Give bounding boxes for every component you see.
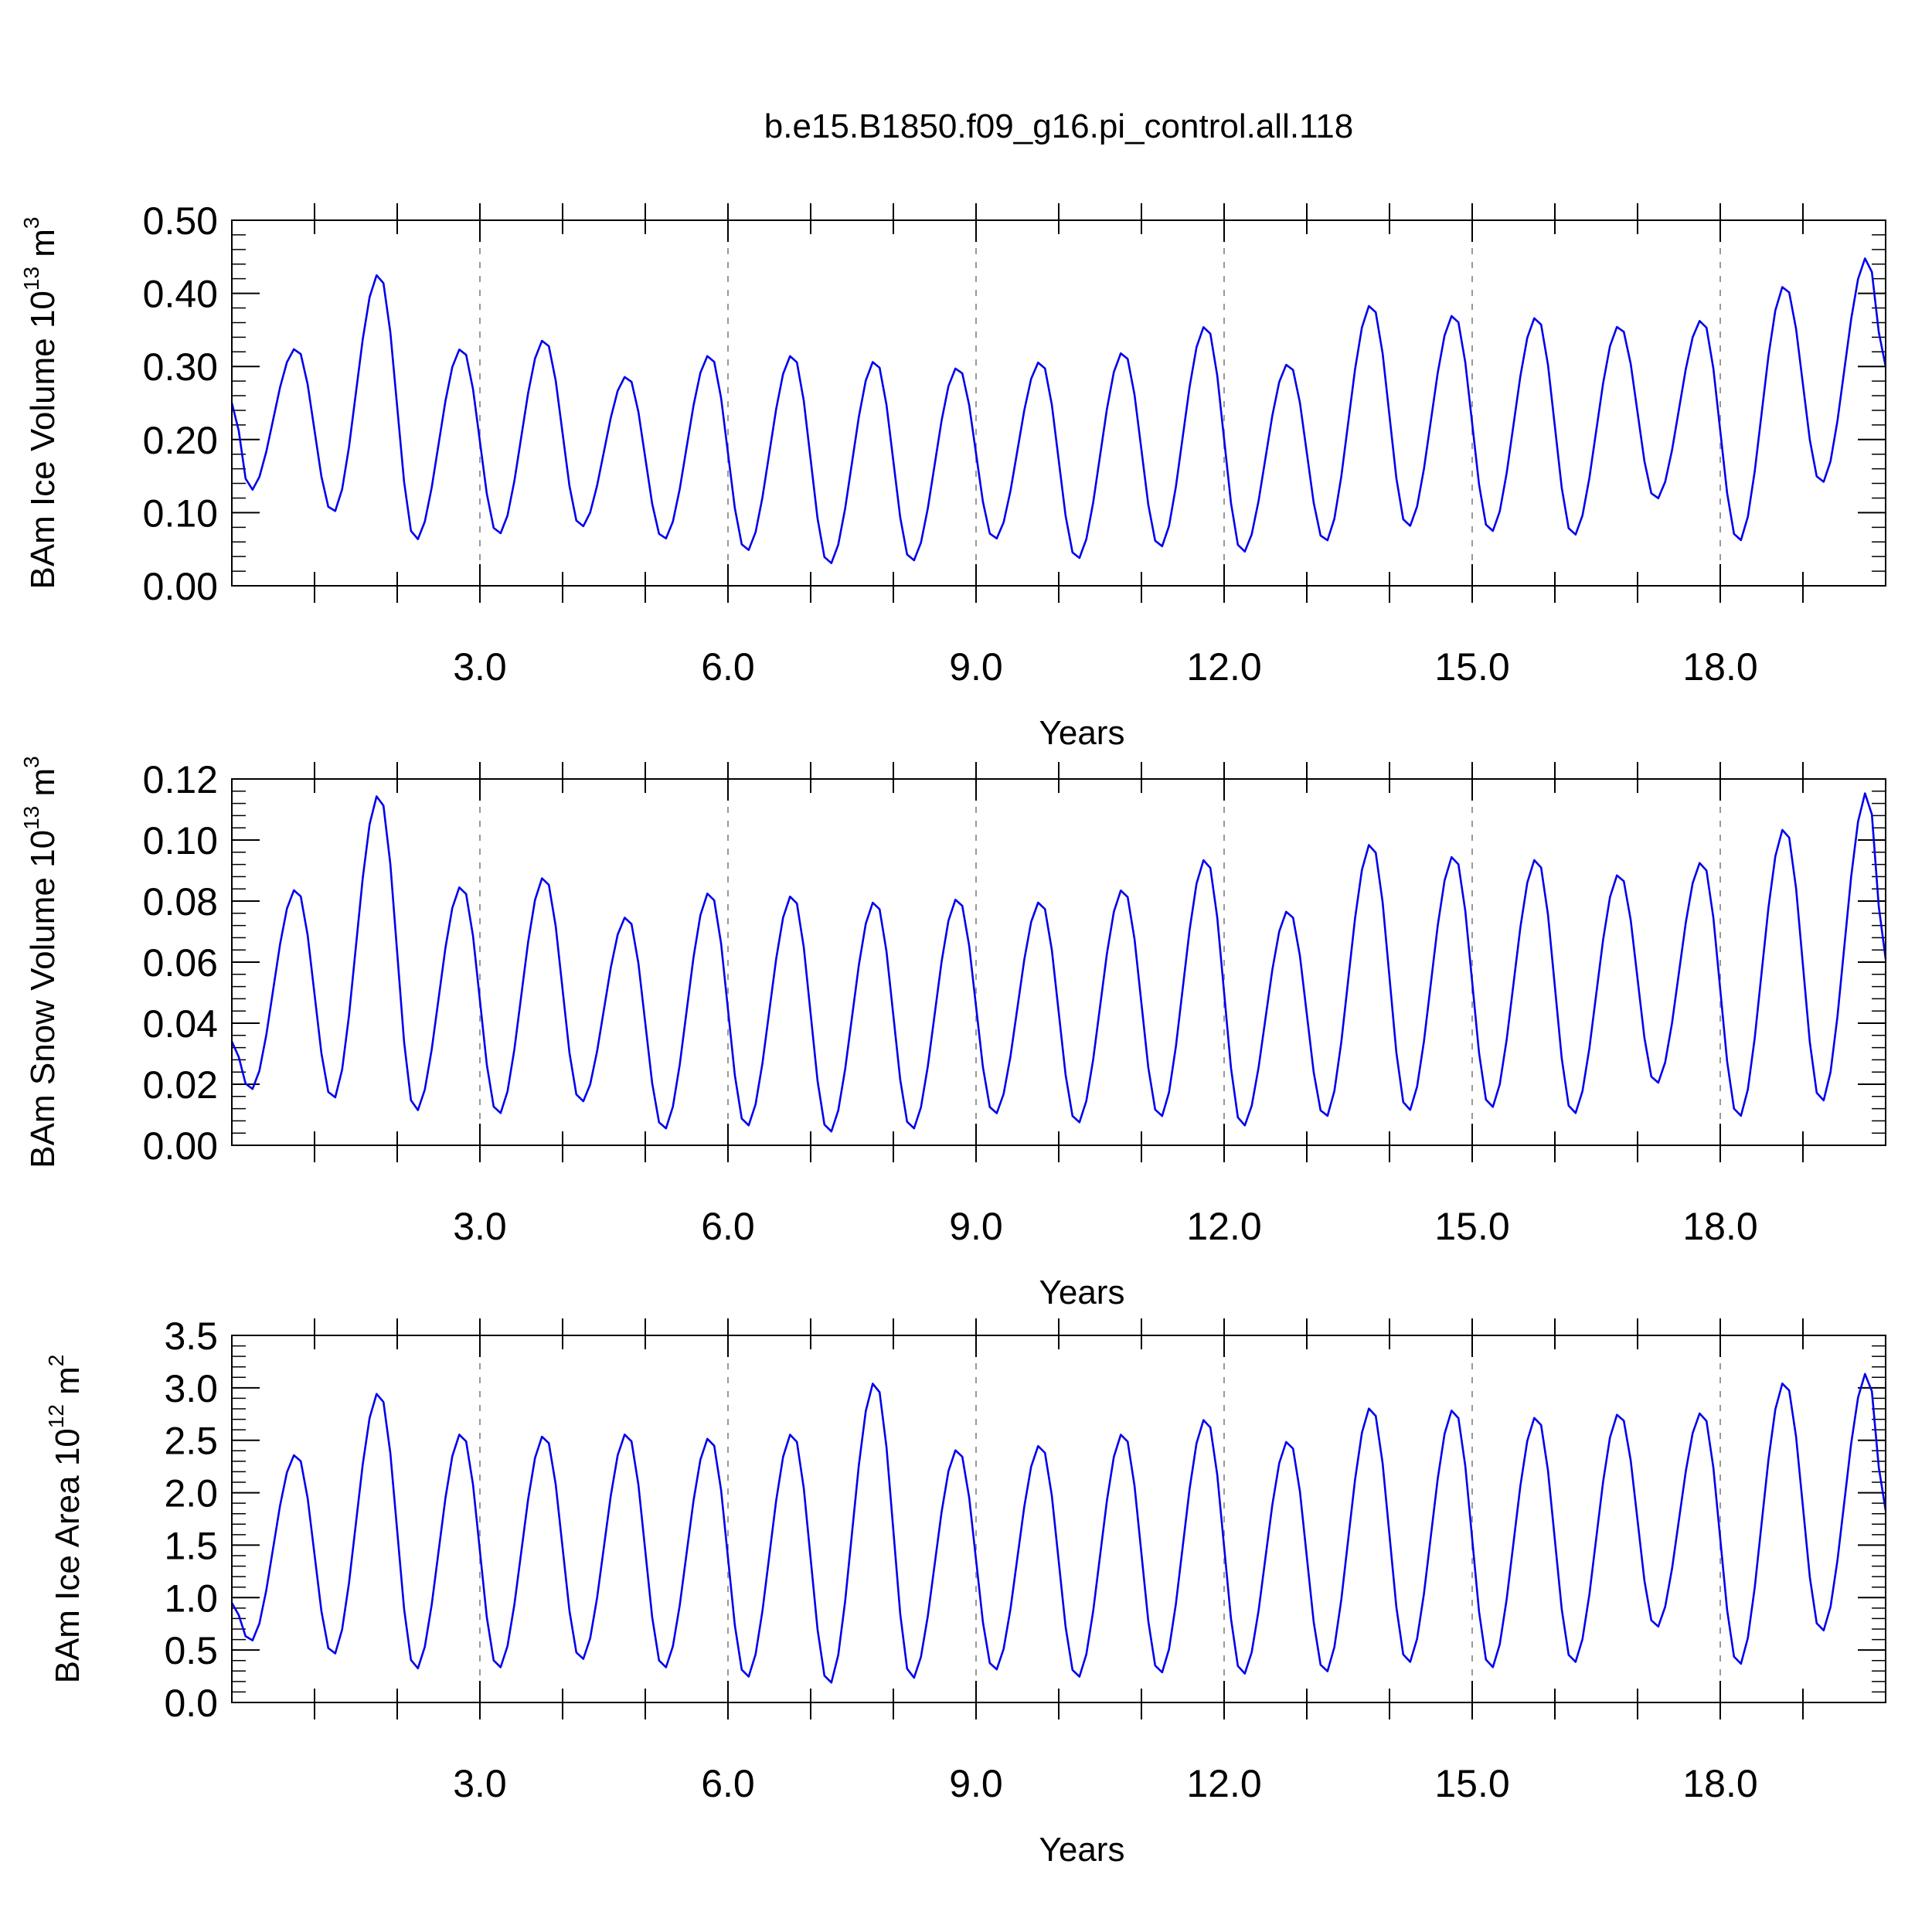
snow-volume-ylabel-sup1: 13 [19,806,43,830]
ice-volume-ylabel-sup1: 13 [19,267,43,291]
ice-volume-xlabel: Years [1039,714,1125,752]
ice-volume-ytick-label: 0.40 [143,273,218,316]
ice-area-ytick-label: 0.0 [164,1682,218,1725]
ice-volume-ylabel-text: BAm Ice Volume 10 [24,291,62,589]
snow-volume-ytick-label: 0.00 [143,1124,218,1168]
ice-area-ytick-label: 0.5 [164,1629,218,1672]
ice-volume-plot-frame [231,219,1886,587]
snow-volume-ytick-label: 0.10 [143,819,218,862]
snow-volume-ytick-label: 0.02 [143,1063,218,1107]
ice-volume-ytick-label: 0.10 [143,492,218,535]
ice-area-series-line [230,1372,1887,1684]
ice-volume-xtick-label: 12.0 [1186,645,1261,689]
ice-volume-ylabel-unit: m [24,229,62,267]
ice-volume-ytick-label: 0.20 [143,419,218,462]
ice-area-ytick-label: 2.5 [164,1420,218,1463]
figure-title: b.e15.B1850.f09_g16.pi_control.all.118 [764,107,1353,145]
snow-volume-ylabel: BAm Snow Volume 1013 m3 [19,756,62,1168]
snow-volume-xtick-label: 3.0 [453,1205,507,1248]
ice-area-ytick-label: 2.0 [164,1472,218,1515]
panel-ice-area: 0.0 0.5 1.0 1.5 2.0 2.5 3.0 3.5 3.0 6.0 9.0 12.0 15.… [44,1315,1887,1869]
ice-volume-xtick-label: 9.0 [949,645,1003,689]
snow-volume-ylabel-unit: m [24,768,62,806]
snow-volume-xlabel: Years [1039,1274,1125,1311]
snow-volume-ytick-label: 0.06 [143,941,218,985]
ice-volume-ytick-label: 0.50 [143,199,218,243]
ice-area-xtick-label: 18.0 [1682,1762,1757,1805]
snow-volume-ytick-label: 0.08 [143,880,218,923]
ice-area-plot-frame [231,1335,1886,1703]
snow-volume-series-line [230,792,1887,1133]
ice-area-ylabel: BAm Ice Area 1012 m2 [44,1355,87,1684]
ice-volume-xtick-label: 15.0 [1434,645,1509,689]
ice-volume-ylabel-sup2: 3 [19,216,43,229]
ice-volume-series-line [230,257,1887,564]
panel-ice-volume: 0.00 0.10 0.20 0.30 0.40 0.50 3.0 6.0 9.0 12.0 15.… [19,199,1887,752]
ice-area-ylabel-text: BAm Ice Area 10 [49,1428,87,1683]
ice-area-xtick-label: 6.0 [701,1762,755,1805]
ice-area-ylabel-sup1: 12 [44,1404,68,1428]
ice-volume-xtick-label: 18.0 [1682,645,1757,689]
ice-area-ytick-label: 3.0 [164,1367,218,1410]
snow-volume-xtick-label: 12.0 [1186,1205,1261,1248]
snow-volume-ylabel-text: BAm Snow Volume 10 [24,830,62,1168]
ice-volume-xtick-label: 6.0 [701,645,755,689]
ice-area-ytick-label: 3.5 [164,1315,218,1358]
ice-volume-xtick-label: 3.0 [453,645,507,689]
ice-volume-ytick-label: 0.00 [143,565,218,608]
panel-snow-volume: 0.00 0.02 0.04 0.06 0.08 0.10 0.12 3.0 6.0 9.0 12.… [19,756,1887,1311]
snow-volume-ytick-label: 0.04 [143,1002,218,1046]
ice-area-xtick-label: 3.0 [453,1762,507,1805]
ice-area-ytick-label: 1.5 [164,1524,218,1567]
ice-volume-ytick-label: 0.30 [143,345,218,389]
snow-volume-ylabel-sup2: 3 [19,756,43,768]
ice-area-xtick-label: 12.0 [1186,1762,1261,1805]
ice-area-xtick-label: 15.0 [1434,1762,1509,1805]
snow-volume-plot-frame [231,778,1886,1146]
ice-area-xtick-label: 9.0 [949,1762,1003,1805]
snow-volume-xtick-label: 9.0 [949,1205,1003,1248]
snow-volume-xtick-label: 18.0 [1682,1205,1757,1248]
snow-volume-xtick-label: 15.0 [1434,1205,1509,1248]
ice-area-ylabel-sup2: 2 [44,1355,68,1367]
ice-area-ytick-label: 1.0 [164,1577,218,1620]
ice-volume-ylabel: BAm Ice Volume 1013 m3 [19,216,62,589]
snow-volume-xtick-label: 6.0 [701,1205,755,1248]
snow-volume-ytick-label: 0.12 [143,758,218,801]
ice-area-xlabel: Years [1039,1831,1125,1869]
ice-area-ylabel-unit: m [49,1366,87,1404]
